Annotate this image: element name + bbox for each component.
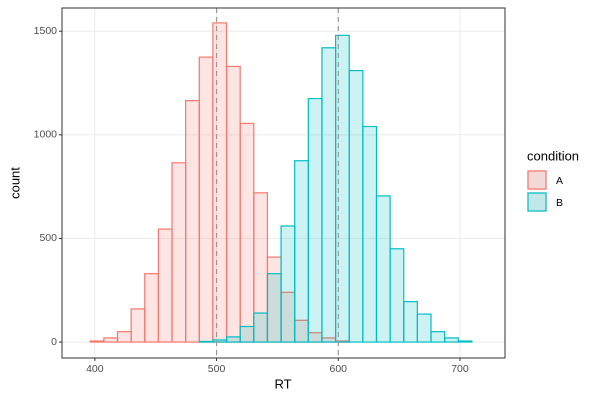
y-tick-label: 500	[39, 232, 57, 244]
histogram-bar	[307, 97, 323, 343]
histogram-bar	[444, 337, 459, 343]
histogram-bar	[253, 312, 269, 343]
histogram-bar	[280, 225, 296, 343]
histogram-bar	[89, 340, 105, 343]
histogram-bar	[116, 331, 132, 343]
x-tick-label: 400	[86, 363, 104, 375]
histogram-bar	[403, 301, 418, 343]
histogram-bar	[334, 34, 350, 343]
histogram-bar	[430, 331, 446, 343]
histogram-bar	[171, 162, 187, 343]
histogram-bar	[416, 313, 432, 343]
legend-swatch	[527, 192, 547, 212]
histogram-bar	[239, 325, 255, 343]
y-tick-label: 0	[51, 336, 57, 348]
y-tick-label: 1000	[34, 129, 58, 141]
plot-border	[61, 7, 506, 359]
histogram-bar	[375, 195, 391, 343]
x-axis-label: RT	[274, 376, 291, 391]
x-tick-label: 500	[208, 363, 226, 375]
histogram-bar	[130, 308, 146, 343]
legend-label: B	[556, 197, 563, 209]
histogram-bar	[239, 122, 255, 343]
legend-title: condition	[527, 148, 579, 163]
y-axis-label: count	[7, 167, 22, 199]
histogram-bar	[185, 100, 200, 343]
histogram-bar	[225, 65, 241, 343]
histogram-bar	[225, 336, 241, 343]
histogram-bar	[457, 340, 473, 343]
histogram-bar	[212, 22, 228, 343]
histogram-bar	[348, 69, 364, 343]
histogram-bar	[266, 273, 282, 343]
histogram-bar	[362, 125, 378, 343]
histogram-bar	[389, 248, 405, 343]
histogram-bar	[144, 273, 159, 343]
histogram-bar	[294, 160, 309, 343]
legend-swatch	[527, 170, 547, 190]
plot-panel	[62, 8, 505, 358]
histogram-bar	[198, 56, 214, 343]
histogram-bar	[321, 47, 337, 343]
x-tick-label: 700	[451, 363, 469, 375]
legend-key	[527, 170, 547, 190]
histogram-bar	[103, 337, 119, 343]
histogram-bar	[212, 339, 228, 343]
legend-label: A	[556, 175, 563, 187]
histogram-bar	[198, 340, 214, 343]
legend-key	[527, 192, 547, 212]
y-tick-label: 1500	[34, 25, 58, 37]
x-tick-label: 600	[330, 363, 348, 375]
histogram-bar	[157, 228, 173, 343]
